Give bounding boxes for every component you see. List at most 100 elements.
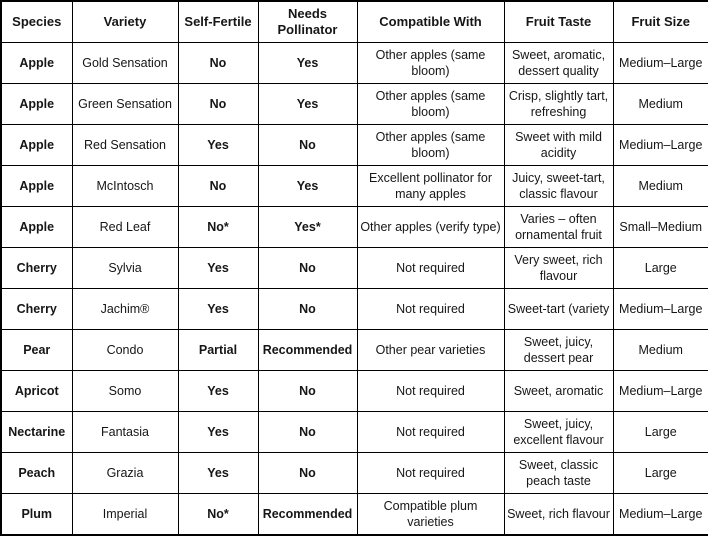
cell-variety: Imperial — [71, 493, 179, 536]
cell-compatible-with: Not required — [356, 370, 505, 412]
cell-compatible-with: Other apples (same bloom) — [356, 124, 505, 166]
col-header-variety: Variety — [71, 0, 179, 43]
cell-fruit-taste: Sweet, juicy, dessert pear — [503, 329, 614, 371]
cell-needs-pollinator: No — [257, 370, 358, 412]
cell-variety: Somo — [71, 370, 179, 412]
cell-self-fertile: Partial — [177, 329, 259, 371]
table-row: Apple Red Leaf No* Yes* Other apples (ve… — [0, 206, 708, 248]
cell-needs-pollinator: Yes* — [257, 206, 358, 248]
cell-fruit-taste: Sweet, juicy, excellent flavour — [503, 411, 614, 453]
header-row: Species Variety Self-Fertile Needs Polli… — [0, 0, 708, 43]
cell-self-fertile: Yes — [177, 452, 259, 494]
cell-variety: Fantasia — [71, 411, 179, 453]
cell-self-fertile: No — [177, 83, 259, 125]
cell-compatible-with: Not required — [356, 411, 505, 453]
cell-fruit-taste: Juicy, sweet-tart, classic flavour — [503, 165, 614, 207]
cell-variety: Grazia — [71, 452, 179, 494]
cell-self-fertile: No — [177, 165, 259, 207]
table-row: Cherry Sylvia Yes No Not required Very s… — [0, 247, 708, 289]
table-row: Cherry Jachim® Yes No Not required Sweet… — [0, 288, 708, 330]
cell-fruit-size: Large — [612, 452, 708, 494]
cell-fruit-size: Medium — [612, 83, 708, 125]
cell-fruit-size: Large — [612, 247, 708, 289]
table-row: Nectarine Fantasia Yes No Not required S… — [0, 411, 708, 453]
col-header-fruit-taste: Fruit Taste — [503, 0, 614, 43]
cell-variety: Jachim® — [71, 288, 179, 330]
cell-variety: Gold Sensation — [71, 42, 179, 84]
table-row: Apple Green Sensation No Yes Other apple… — [0, 83, 708, 125]
cell-self-fertile: No* — [177, 206, 259, 248]
cell-variety: Red Sensation — [71, 124, 179, 166]
cell-needs-pollinator: No — [257, 288, 358, 330]
cell-species: Apple — [0, 206, 73, 248]
cell-self-fertile: Yes — [177, 247, 259, 289]
cell-fruit-size: Small–Medium — [612, 206, 708, 248]
cell-species: Cherry — [0, 247, 73, 289]
cell-fruit-taste: Sweet, classic peach taste — [503, 452, 614, 494]
cell-needs-pollinator: Recommended — [257, 493, 358, 536]
col-header-species: Species — [0, 0, 73, 43]
cell-fruit-taste: Sweet, aromatic — [503, 370, 614, 412]
cell-variety: Condo — [71, 329, 179, 371]
table-row: Apricot Somo Yes No Not required Sweet, … — [0, 370, 708, 412]
cell-needs-pollinator: No — [257, 452, 358, 494]
cell-species: Pear — [0, 329, 73, 371]
cell-fruit-taste: Sweet with mild acidity — [503, 124, 614, 166]
cell-species: Plum — [0, 493, 73, 536]
cell-self-fertile: Yes — [177, 288, 259, 330]
cell-variety: Red Leaf — [71, 206, 179, 248]
cell-fruit-size: Large — [612, 411, 708, 453]
cell-compatible-with: Other apples (verify type) — [356, 206, 505, 248]
cell-compatible-with: Not required — [356, 247, 505, 289]
cell-fruit-size: Medium — [612, 165, 708, 207]
cell-compatible-with: Not required — [356, 288, 505, 330]
table-row: Plum Imperial No* Recommended Compatible… — [0, 493, 708, 536]
col-header-fruit-size: Fruit Size — [612, 0, 708, 43]
cell-needs-pollinator: Yes — [257, 83, 358, 125]
cell-fruit-taste: Sweet, aromatic, dessert quality — [503, 42, 614, 84]
cell-self-fertile: Yes — [177, 124, 259, 166]
cell-needs-pollinator: No — [257, 247, 358, 289]
cell-variety: McIntosch — [71, 165, 179, 207]
cell-compatible-with: Not required — [356, 452, 505, 494]
cell-self-fertile: No* — [177, 493, 259, 536]
table-row: Pear Condo Partial Recommended Other pea… — [0, 329, 708, 371]
cell-fruit-taste: Very sweet, rich flavour — [503, 247, 614, 289]
cell-self-fertile: Yes — [177, 370, 259, 412]
cell-compatible-with: Other pear varieties — [356, 329, 505, 371]
cell-fruit-taste: Sweet-tart (variety — [503, 288, 614, 330]
cell-species: Cherry — [0, 288, 73, 330]
cell-species: Apricot — [0, 370, 73, 412]
cell-species: Peach — [0, 452, 73, 494]
cell-compatible-with: Other apples (same bloom) — [356, 42, 505, 84]
cell-needs-pollinator: No — [257, 411, 358, 453]
col-header-needs-pollinator: Needs Pollinator — [257, 0, 358, 43]
table-row: Apple McIntosch No Yes Excellent pollina… — [0, 165, 708, 207]
cell-species: Apple — [0, 83, 73, 125]
cell-self-fertile: Yes — [177, 411, 259, 453]
cell-fruit-size: Medium–Large — [612, 288, 708, 330]
cell-compatible-with: Other apples (same bloom) — [356, 83, 505, 125]
table-row: Peach Grazia Yes No Not required Sweet, … — [0, 452, 708, 494]
cell-needs-pollinator: Recommended — [257, 329, 358, 371]
cell-species: Nectarine — [0, 411, 73, 453]
cell-needs-pollinator: Yes — [257, 165, 358, 207]
cell-species: Apple — [0, 165, 73, 207]
table-row: Apple Red Sensation Yes No Other apples … — [0, 124, 708, 166]
cell-compatible-with: Excellent pollinator for many apples — [356, 165, 505, 207]
cell-fruit-size: Medium–Large — [612, 42, 708, 84]
cell-fruit-size: Medium–Large — [612, 493, 708, 536]
cell-fruit-size: Medium–Large — [612, 124, 708, 166]
cell-species: Apple — [0, 124, 73, 166]
cell-compatible-with: Compatible plum varieties — [356, 493, 505, 536]
cell-needs-pollinator: No — [257, 124, 358, 166]
cell-variety: Green Sensation — [71, 83, 179, 125]
cell-self-fertile: No — [177, 42, 259, 84]
col-header-compatible-with: Compatible With — [356, 0, 505, 43]
col-header-self-fertile: Self-Fertile — [177, 0, 259, 43]
cell-fruit-size: Medium–Large — [612, 370, 708, 412]
cell-variety: Sylvia — [71, 247, 179, 289]
cell-fruit-size: Medium — [612, 329, 708, 371]
cell-fruit-taste: Varies – often ornamental fruit — [503, 206, 614, 248]
